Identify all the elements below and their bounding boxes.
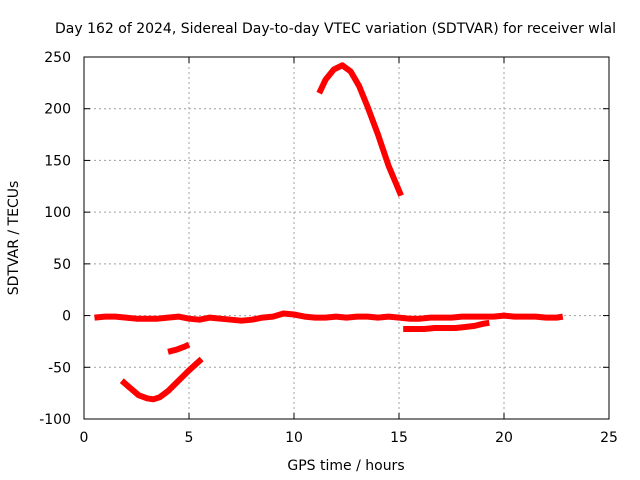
y-tick-label: 50: [53, 257, 71, 273]
series-group: [94, 62, 564, 403]
x-axis-label: GPS time / hours: [287, 458, 404, 474]
x-tick-label: 0: [80, 430, 89, 446]
y-axis-label: SDTVAR / TECUs: [6, 181, 22, 296]
y-tick-label: -100: [39, 412, 71, 428]
y-tick-label: 150: [44, 153, 71, 169]
x-tick-label: 15: [390, 430, 408, 446]
y-tick-label: 200: [44, 102, 71, 118]
ticks: 0 5 10 15 20 25 -100 -50 0 50 100 150 200 250: [39, 50, 618, 446]
x-tick-label: 25: [600, 430, 618, 446]
series-arc-baseline: [94, 310, 564, 324]
grid: [84, 57, 609, 419]
x-tick-label: 20: [495, 430, 513, 446]
y-tick-label: 0: [62, 309, 71, 325]
plot-frame: [83, 56, 610, 420]
series-arc-high: [316, 62, 404, 197]
y-tick-label: 100: [44, 205, 71, 221]
x-tick-label: 5: [185, 430, 194, 446]
y-tick-label: -50: [48, 360, 71, 376]
series-arc-neg: [403, 319, 490, 332]
series-arc-short: [167, 341, 191, 355]
y-tick-label: 250: [44, 50, 71, 66]
chart-title: Day 162 of 2024, Sidereal Day-to-day VTE…: [55, 21, 616, 37]
x-tick-label: 10: [285, 430, 303, 446]
series-arc-dip: [119, 356, 204, 403]
